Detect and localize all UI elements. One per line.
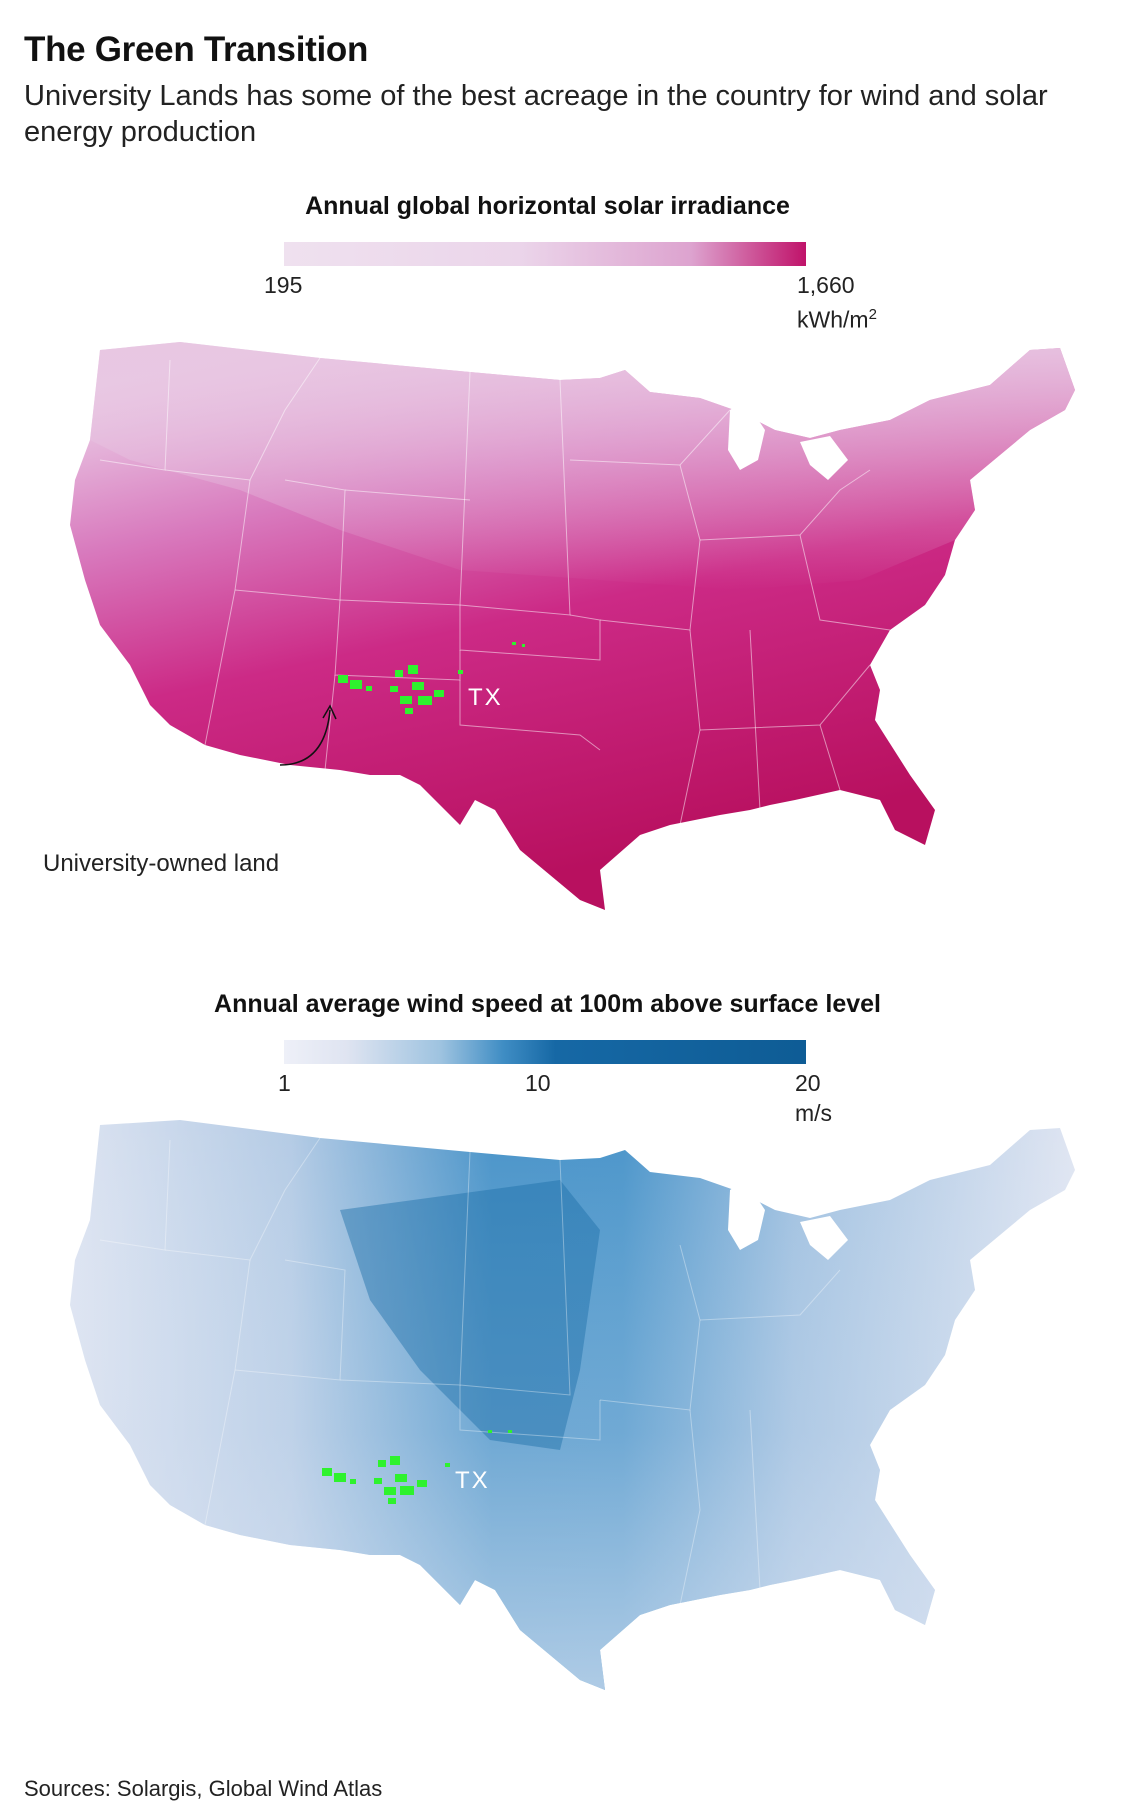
solar-unit-base: kWh/m <box>797 306 869 333</box>
sources-note: Sources: Solargis, Global Wind Atlas <box>24 1776 383 1801</box>
great-plains-high-wind <box>340 1180 600 1450</box>
page-subtitle: University Lands has some of the best ac… <box>24 80 1048 148</box>
wind-color-scale <box>284 1040 806 1064</box>
solar-scale-unit: kWh/m2 <box>797 306 877 334</box>
solar-color-scale <box>284 242 806 266</box>
wind-scale-unit: m/s <box>795 1100 833 1126</box>
annotation-arrow <box>279 709 331 766</box>
lake-huron <box>800 436 848 480</box>
annotation-arrowhead <box>322 704 337 720</box>
lake-michigan-wind <box>728 1180 765 1250</box>
university-land-parcels <box>338 642 525 714</box>
state-boundaries-wind <box>99 1137 841 1606</box>
wind-tx-label: TX <box>455 1467 490 1494</box>
solar-legend-title: Annual global horizontal solar irradianc… <box>305 192 790 220</box>
southern-gradient-overlay <box>70 1120 1075 1690</box>
solar-scale-max: 1,660 <box>797 272 855 298</box>
solar-irradiance-map: TX <box>70 342 1075 910</box>
lake-michigan <box>728 400 765 470</box>
solar-scale-min: 195 <box>264 272 303 298</box>
wind-scale-min: 1 <box>278 1070 291 1096</box>
page-title: The Green Transition <box>24 30 369 69</box>
northern-low-irradiance-band <box>90 342 1075 590</box>
state-boundaries <box>99 357 891 826</box>
wind-scale-max: 20 <box>795 1070 821 1096</box>
solar-tx-label: TX <box>468 684 503 711</box>
wind-scale-mid: 10 <box>525 1070 551 1096</box>
lake-huron-wind <box>800 1216 848 1260</box>
solar-unit-exponent: 2 <box>868 306 877 323</box>
wind-speed-map: TX <box>70 1120 1075 1690</box>
wind-legend-title: Annual average wind speed at 100m above … <box>214 990 881 1018</box>
university-land-annotation: University-owned land <box>43 850 280 877</box>
university-land-parcels-wind <box>322 1430 512 1504</box>
